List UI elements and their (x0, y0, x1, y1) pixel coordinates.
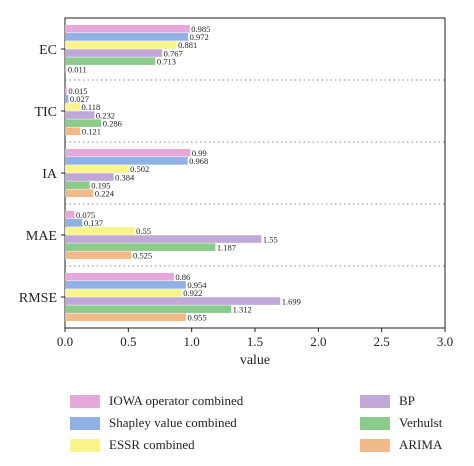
bar-ia-3 (65, 165, 129, 173)
legend-item-verhulst: Verhulst (360, 414, 442, 432)
x-tick-label: 0.5 (120, 334, 136, 349)
legend-item-shapley: Shapley value combined (70, 414, 237, 432)
bar-value-label: 0.99 (192, 148, 207, 158)
legend-label: BP (399, 393, 415, 408)
bar-value-label: 0.972 (190, 32, 209, 42)
bar-value-label: 0.922 (183, 288, 202, 298)
bar-value-label: 0.881 (178, 40, 197, 50)
bar-value-label: 0.011 (68, 64, 87, 74)
bar-value-label: 0.86 (175, 272, 190, 282)
bar-tic-5 (65, 119, 102, 127)
bar-value-label: 0.502 (130, 164, 149, 174)
bar-ia-4 (65, 173, 114, 181)
y-tick-label-rmse: RMSE (19, 291, 57, 306)
bar-ec-6 (65, 65, 67, 74)
bar-tic-6 (65, 127, 81, 136)
bar-mae-2 (65, 219, 83, 227)
y-axis-categories: EC TIC IA MAE RMSE (19, 43, 65, 306)
legend-swatch (360, 416, 390, 430)
bar-value-label: 1.312 (233, 304, 252, 314)
x-tick-label: 2.0 (310, 334, 326, 349)
bar-ia-2 (65, 157, 188, 165)
x-tick-label: 0.0 (57, 334, 73, 349)
bar-value-label: 0.713 (157, 56, 176, 66)
legend-item-bp: BP (360, 392, 415, 410)
x-axis-ticks: 0.0 0.5 1.0 1.5 2.0 2.5 3.0 (57, 328, 453, 349)
x-tick-label: 2.5 (374, 334, 390, 349)
legend: IOWA operator combined Shapley value com… (70, 392, 460, 458)
bars (65, 24, 281, 322)
bar-value-label: 1.187 (217, 242, 236, 252)
y-tick-label-ia: IA (42, 167, 58, 182)
bar-value-label: 0.286 (103, 118, 122, 128)
legend-swatch (360, 438, 390, 452)
legend-swatch (70, 416, 100, 430)
bar-value-label: 0.232 (96, 110, 115, 120)
x-axis-title: value (240, 353, 270, 368)
bar-rmse-4 (65, 297, 281, 305)
bar-ec-2 (65, 33, 189, 41)
legend-item-arima: ARIMA (360, 436, 442, 454)
bar-value-label: 0.015 (68, 86, 87, 96)
bar-rmse-6 (65, 313, 186, 322)
bar-rmse-3 (65, 289, 182, 297)
bar-value-label: 1.699 (282, 296, 301, 306)
bar-value-label: 0.525 (133, 250, 152, 260)
bar-value-label: 0.224 (95, 188, 115, 198)
bar-mae-5 (65, 243, 216, 251)
x-tick-label: 1.0 (184, 334, 200, 349)
bar-mae-3 (65, 227, 135, 235)
bar-tic-2 (65, 95, 69, 103)
x-tick-label: 3.0 (437, 334, 453, 349)
bar-tic-3 (65, 103, 80, 111)
y-tick-label-mae: MAE (26, 229, 57, 244)
legend-swatch (70, 394, 100, 408)
bar-rmse-5 (65, 305, 232, 313)
legend-label: Shapley value combined (109, 415, 237, 430)
legend-label: ESSR combined (109, 437, 195, 452)
bar-value-label: 0.137 (84, 218, 103, 228)
y-tick-label-ec: EC (39, 43, 57, 58)
bar-ia-5 (65, 181, 90, 189)
x-tick-label: 1.5 (247, 334, 263, 349)
bar-value-label: 0.118 (81, 102, 100, 112)
legend-label: IOWA operator combined (109, 393, 244, 408)
bar-ia-1 (65, 148, 191, 157)
legend-label: Verhulst (399, 415, 443, 430)
bar-ia-6 (65, 189, 94, 198)
bar-value-label: 0.027 (70, 94, 89, 104)
bar-rmse-1 (65, 272, 174, 281)
bar-value-label: 1.55 (263, 234, 278, 244)
legend-swatch (70, 438, 100, 452)
legend-label: ARIMA (399, 437, 443, 452)
bar-value-label: 0.195 (91, 180, 110, 190)
bar-ec-5 (65, 57, 156, 65)
legend-swatch (360, 394, 390, 408)
bar-value-label: 0.075 (76, 210, 95, 220)
bar-value-label: 0.384 (115, 172, 135, 182)
bar-value-label: 0.121 (82, 126, 101, 136)
bar-value-label: 0.954 (187, 280, 207, 290)
bar-value-label: 0.985 (191, 24, 210, 34)
y-tick-label-tic: TIC (34, 105, 57, 120)
bar-ec-3 (65, 41, 177, 49)
bar-tic-1 (65, 86, 67, 95)
legend-item-essr: ESSR combined (70, 436, 195, 454)
bar-value-label: 0.955 (187, 312, 206, 322)
legend-item-iowa: IOWA operator combined (70, 392, 243, 410)
bar-mae-1 (65, 210, 75, 219)
bar-mae-6 (65, 251, 132, 260)
bar-ec-4 (65, 49, 163, 57)
bar-tic-4 (65, 111, 95, 119)
bar-value-label: 0.968 (189, 156, 208, 166)
bar-ec-1 (65, 24, 190, 33)
bar-value-label: 0.767 (164, 48, 183, 58)
bar-rmse-2 (65, 281, 186, 289)
bar-mae-4 (65, 235, 262, 243)
category-separators (65, 79, 445, 267)
bar-value-label: 0.55 (136, 226, 151, 236)
